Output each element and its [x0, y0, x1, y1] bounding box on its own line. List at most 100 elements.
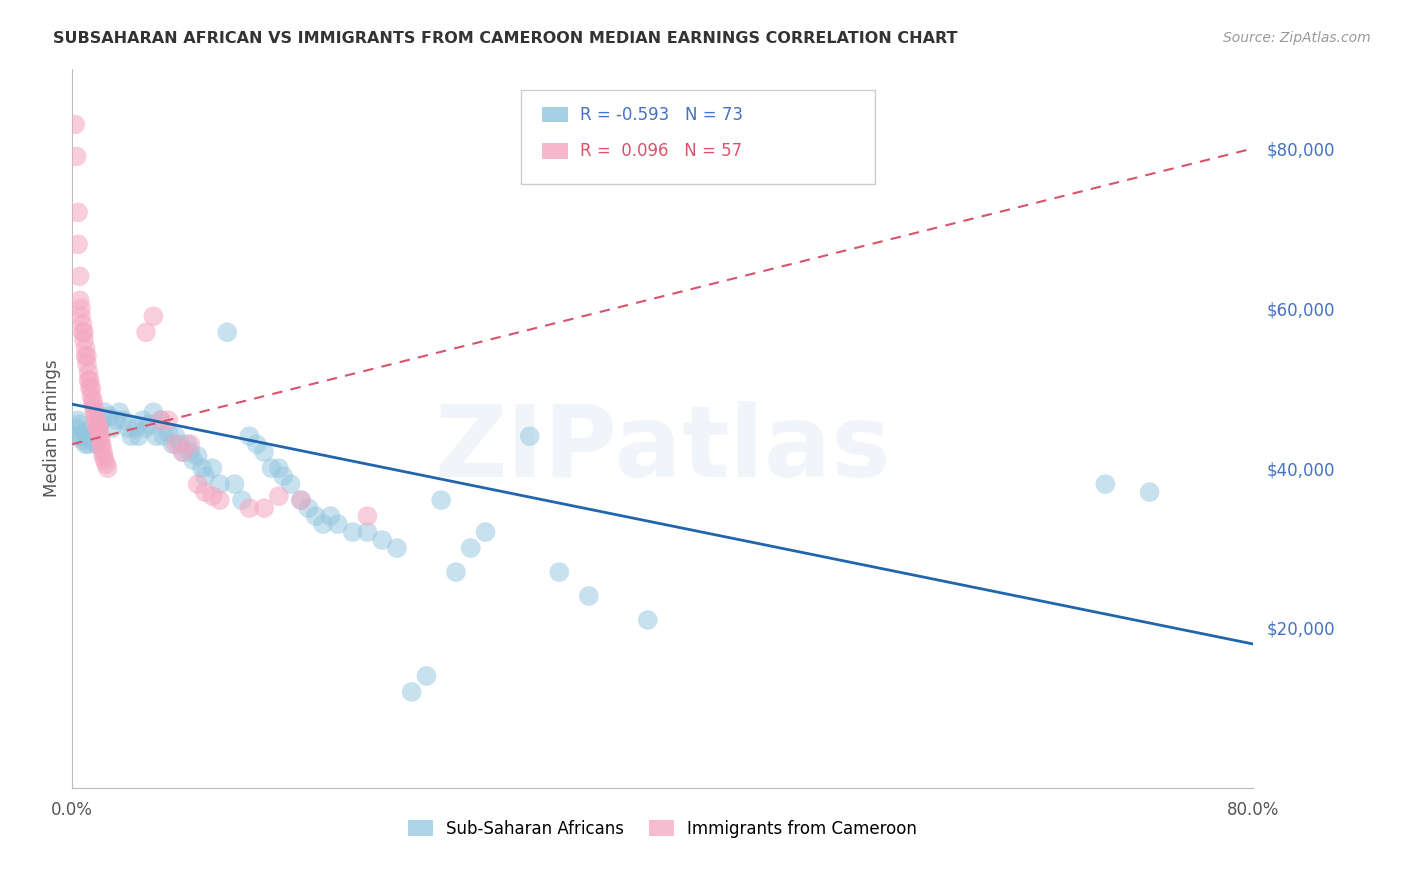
FancyBboxPatch shape	[543, 144, 568, 159]
Point	[120, 429, 142, 443]
Point	[238, 501, 260, 516]
Point	[181, 453, 204, 467]
Point	[194, 469, 217, 483]
Point	[548, 565, 571, 579]
Point	[73, 333, 96, 347]
Point	[201, 489, 224, 503]
Point	[474, 525, 496, 540]
Point	[76, 349, 98, 363]
Point	[69, 293, 91, 308]
Point	[70, 310, 93, 324]
Point	[224, 477, 246, 491]
Point	[83, 429, 105, 443]
Point	[66, 421, 89, 435]
FancyBboxPatch shape	[543, 107, 568, 122]
Point	[79, 381, 101, 395]
Point	[84, 413, 107, 427]
Point	[149, 413, 172, 427]
Point	[187, 477, 209, 491]
Point	[63, 118, 86, 132]
Point	[69, 417, 91, 432]
Point	[142, 310, 165, 324]
Point	[76, 429, 98, 443]
Point	[76, 357, 98, 371]
Point	[319, 509, 342, 524]
Point	[66, 149, 89, 163]
Point	[165, 437, 187, 451]
Point	[290, 493, 312, 508]
Point	[253, 501, 276, 516]
Point	[179, 437, 201, 451]
Point	[89, 433, 111, 447]
Point	[172, 445, 194, 459]
Point	[385, 541, 408, 555]
Point	[157, 413, 180, 427]
Point	[79, 373, 101, 387]
Point	[73, 425, 96, 440]
Point	[145, 429, 167, 443]
Point	[201, 461, 224, 475]
Point	[444, 565, 467, 579]
Point	[135, 325, 157, 339]
Point	[217, 325, 239, 339]
Point	[138, 417, 160, 432]
Point	[87, 421, 110, 435]
Point	[519, 429, 541, 443]
Point	[75, 341, 97, 355]
Point	[267, 489, 290, 503]
Point	[86, 417, 108, 432]
Point	[70, 301, 93, 316]
Point	[371, 533, 394, 547]
Point	[117, 421, 139, 435]
Point	[128, 429, 150, 443]
Point	[77, 373, 100, 387]
Point	[93, 405, 115, 419]
Point	[91, 449, 114, 463]
Point	[430, 493, 453, 508]
Point	[176, 437, 198, 451]
Point	[98, 409, 121, 424]
Point	[208, 477, 231, 491]
Point	[1094, 477, 1116, 491]
Point	[179, 445, 201, 459]
Point	[152, 429, 174, 443]
Point	[297, 501, 319, 516]
Point	[342, 525, 364, 540]
Text: ZIPatlas: ZIPatlas	[434, 401, 891, 499]
Point	[84, 437, 107, 451]
Point	[90, 441, 112, 455]
Point	[91, 445, 114, 459]
Point	[312, 517, 335, 532]
Point	[290, 493, 312, 508]
Point	[187, 449, 209, 463]
Point	[305, 509, 328, 524]
Point	[69, 269, 91, 284]
Point	[80, 433, 103, 447]
Point	[79, 429, 101, 443]
Point	[82, 397, 104, 411]
Point	[157, 425, 180, 440]
Text: SUBSAHARAN AFRICAN VS IMMIGRANTS FROM CAMEROON MEDIAN EARNINGS CORRELATION CHART: SUBSAHARAN AFRICAN VS IMMIGRANTS FROM CA…	[53, 31, 957, 46]
Point	[77, 365, 100, 379]
Text: R = -0.593   N = 73: R = -0.593 N = 73	[579, 105, 742, 124]
Point	[67, 205, 90, 219]
Point	[70, 429, 93, 443]
Point	[280, 477, 302, 491]
Point	[260, 461, 283, 475]
Point	[191, 461, 214, 475]
Point	[72, 433, 94, 447]
Point	[72, 325, 94, 339]
Point	[80, 381, 103, 395]
Point	[86, 421, 108, 435]
Point	[90, 437, 112, 451]
Point	[231, 493, 253, 508]
Point	[135, 421, 157, 435]
Point	[75, 349, 97, 363]
Point	[63, 429, 86, 443]
Point	[67, 413, 90, 427]
Point	[105, 413, 128, 427]
Point	[142, 405, 165, 419]
Point	[67, 237, 90, 252]
Text: Source: ZipAtlas.com: Source: ZipAtlas.com	[1223, 31, 1371, 45]
Point	[101, 421, 124, 435]
